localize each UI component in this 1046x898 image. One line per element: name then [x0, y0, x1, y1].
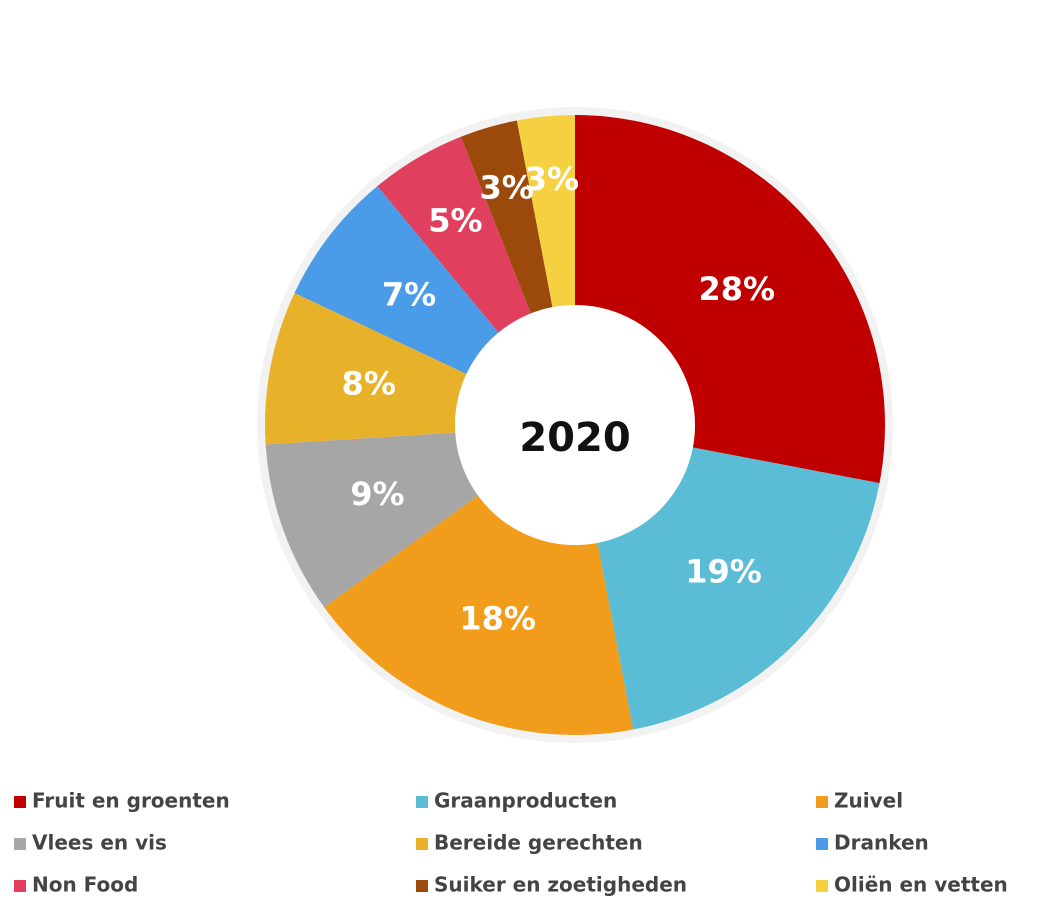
legend-label: Fruit en groenten	[32, 789, 230, 813]
slice-label: 5%	[428, 202, 482, 240]
slice-label: 8%	[342, 365, 396, 403]
donut-hole	[455, 305, 695, 545]
legend-label: Non Food	[32, 873, 138, 897]
legend-swatch	[14, 838, 26, 850]
legend-label: Dranken	[834, 831, 929, 855]
legend-swatch	[416, 838, 428, 850]
slice-label: 3%	[525, 160, 579, 198]
legend-label: Zuivel	[834, 789, 903, 813]
legend-swatch	[14, 796, 26, 808]
slice-label: 9%	[350, 475, 404, 513]
slice-label: 28%	[699, 270, 776, 308]
slice-label: 19%	[685, 552, 762, 590]
center-text: 2020	[519, 415, 630, 461]
legend-swatch	[416, 796, 428, 808]
legend-label: Graanproducten	[434, 789, 617, 813]
legend-swatch	[416, 880, 428, 892]
legend-swatch	[816, 880, 828, 892]
legend-label: Bereide gerechten	[434, 831, 643, 855]
legend-label: Oliën en vetten	[834, 873, 1008, 897]
slice-label: 7%	[382, 275, 436, 313]
legend-swatch	[14, 880, 26, 892]
legend-label: Suiker en zoetigheden	[434, 873, 687, 897]
legend-swatch	[816, 796, 828, 808]
legend-swatch	[816, 838, 828, 850]
legend-label: Vlees en vis	[32, 831, 167, 855]
slice-label: 18%	[459, 599, 536, 637]
slice-label: 3%	[479, 169, 533, 207]
